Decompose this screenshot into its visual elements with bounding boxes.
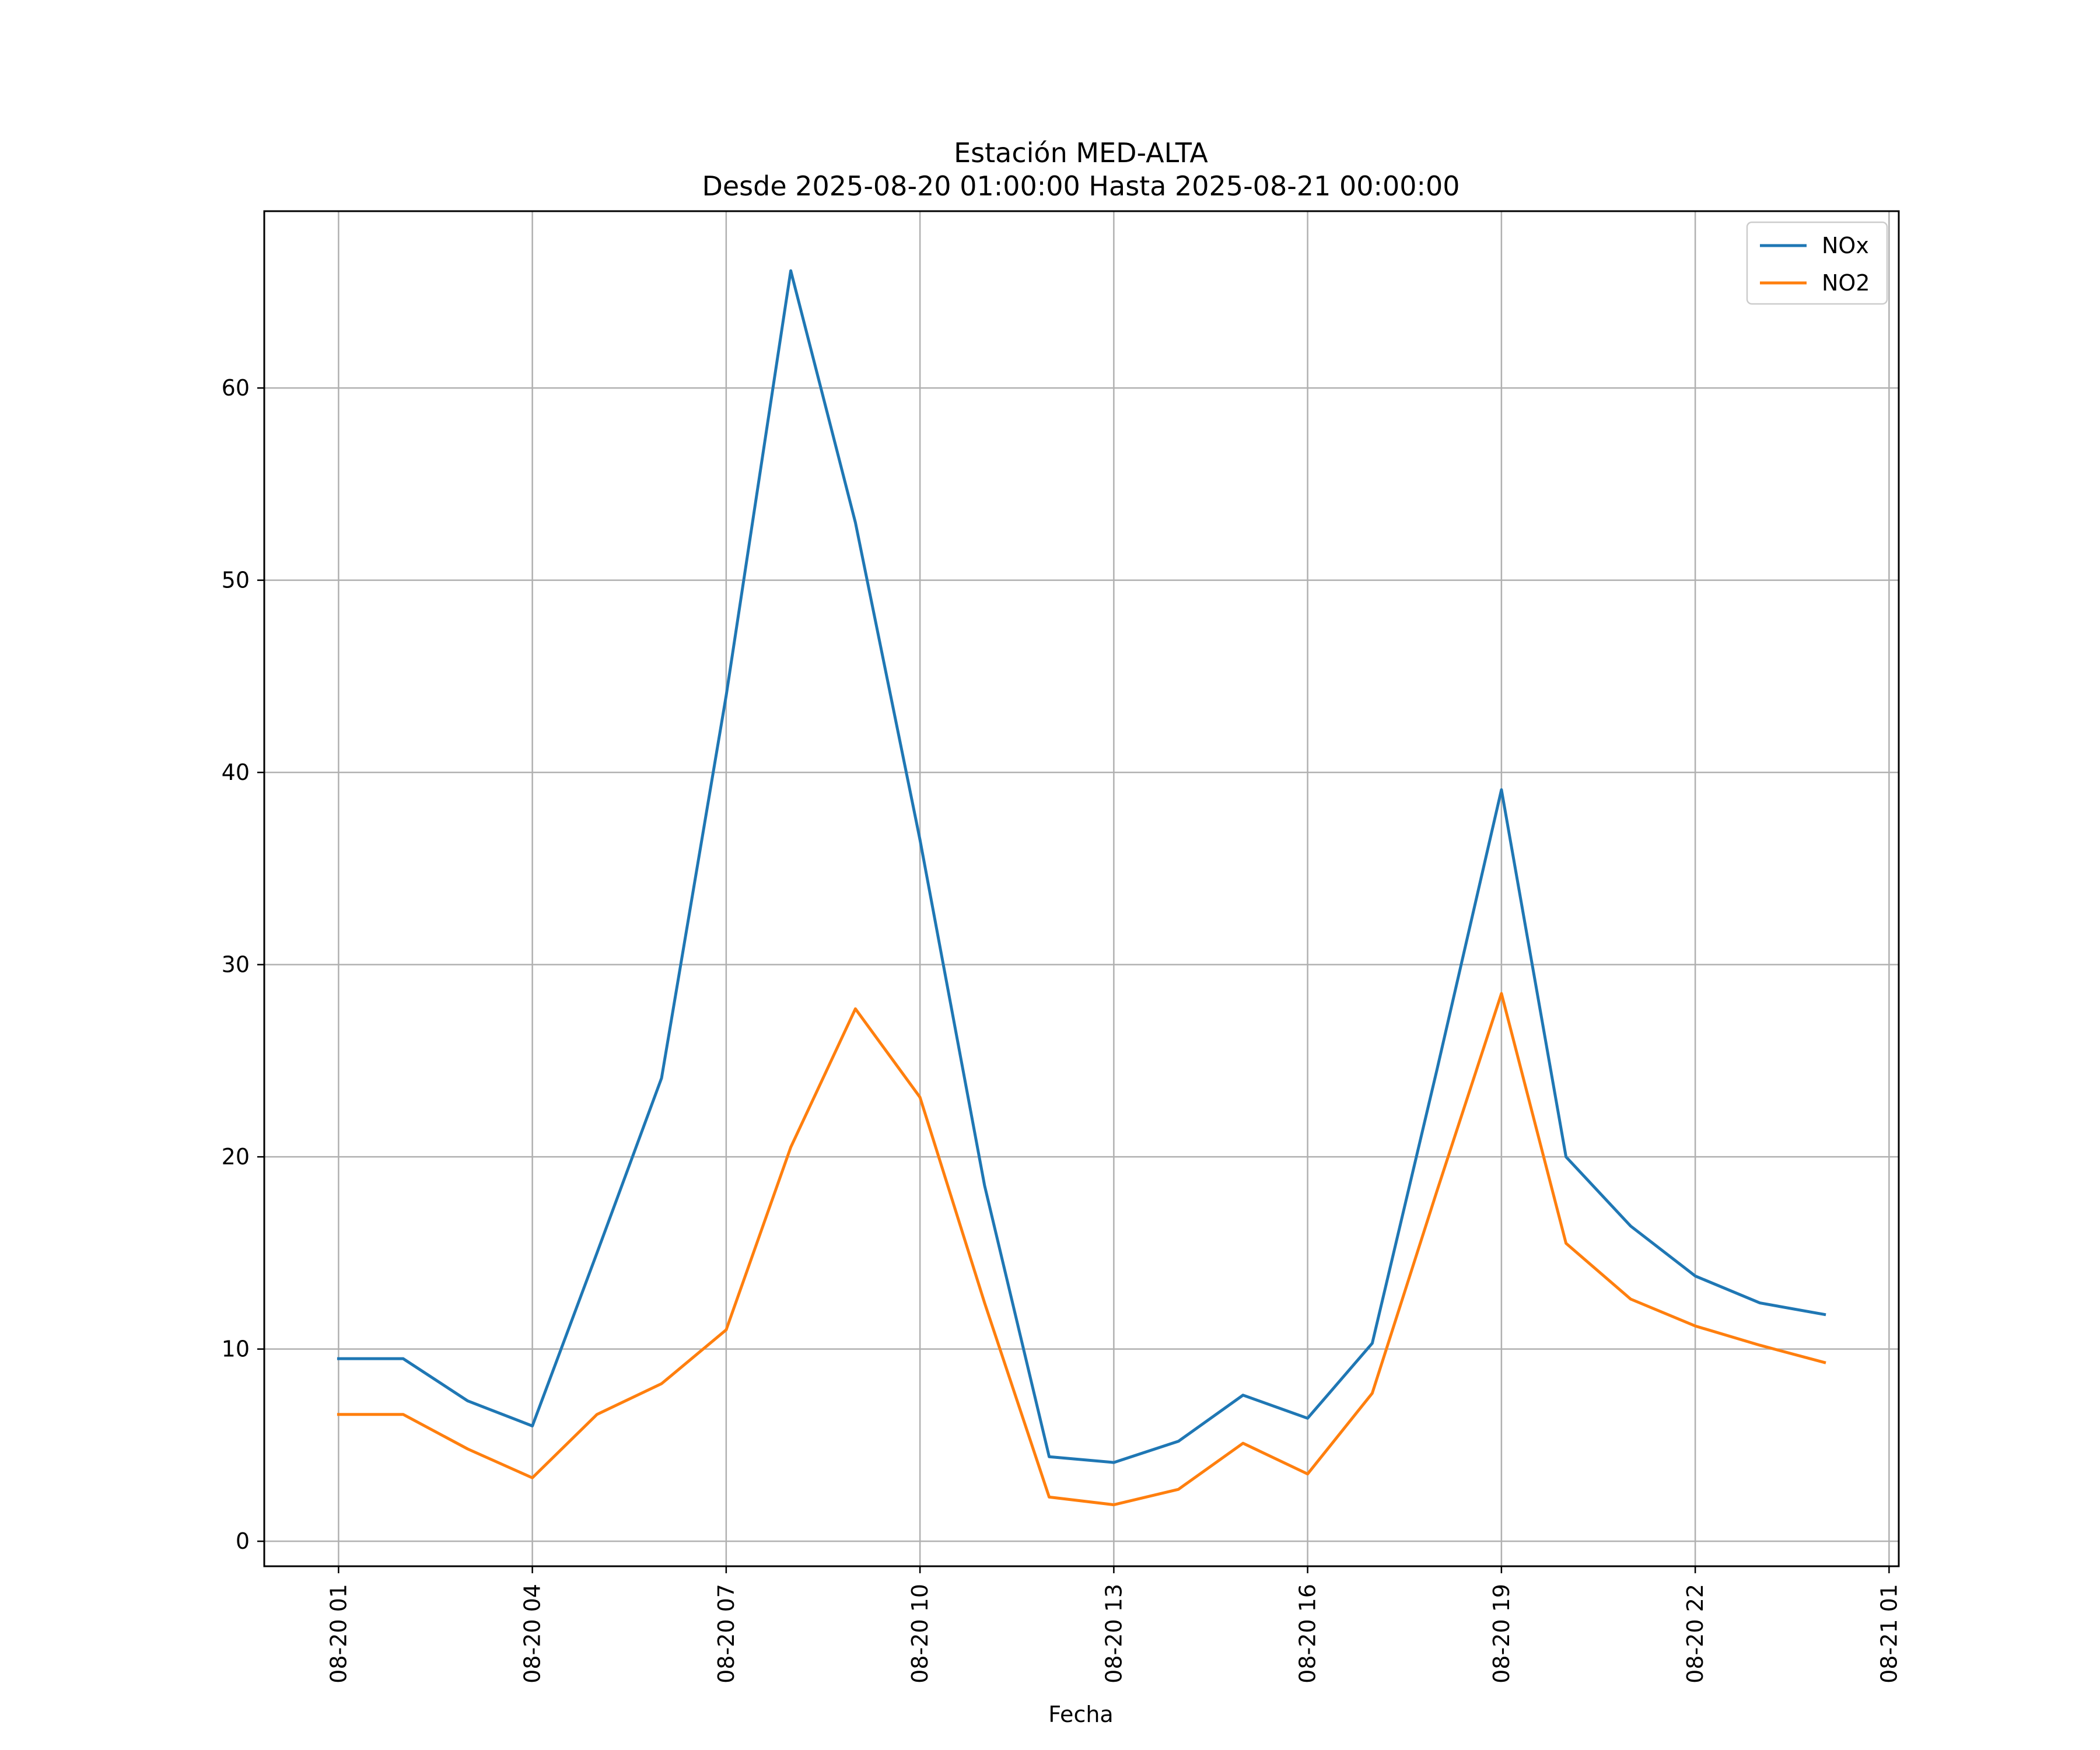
series-line-no2 xyxy=(337,992,1826,1507)
chart-title: Estación MED-ALTA xyxy=(954,137,1208,169)
y-tick-label: 10 xyxy=(222,1336,250,1362)
x-tick-label: 08-21 01 xyxy=(1876,1584,1902,1684)
x-tick-label: 08-20 04 xyxy=(520,1584,545,1684)
legend-label-nox: NOx xyxy=(1822,233,1869,258)
y-tick-label: 0 xyxy=(236,1528,250,1554)
legend: NOx NO2 xyxy=(1746,221,1888,305)
x-tick-label: 08-20 10 xyxy=(907,1584,933,1684)
series-lines xyxy=(337,269,1826,1507)
x-tick-label: 08-20 19 xyxy=(1489,1584,1514,1684)
x-tick-label: 08-20 16 xyxy=(1295,1584,1321,1684)
x-tick-label: 08-20 01 xyxy=(326,1584,351,1684)
chart-subtitle: Desde 2025-08-20 01:00:00 Hasta 2025-08-… xyxy=(702,170,1460,202)
y-tick-label: 30 xyxy=(222,952,250,978)
x-axis-label: Fecha xyxy=(1048,1702,1113,1727)
x-tick-label: 08-20 07 xyxy=(713,1584,739,1684)
grid xyxy=(264,211,1899,1566)
x-tick-label: 08-20 22 xyxy=(1682,1584,1708,1684)
x-tick-label: 08-20 13 xyxy=(1101,1584,1126,1684)
plot-frame xyxy=(263,210,1900,1567)
y-tick-label: 60 xyxy=(222,375,250,401)
x-axis: 08-20 01 08-20 04 08-20 07 08-20 10 08-20 13… xyxy=(326,1566,1902,1684)
series-line-nox xyxy=(337,269,1826,1464)
y-axis: 0 10 20 30 40 50 60 xyxy=(222,375,264,1554)
y-tick-label: 20 xyxy=(222,1144,250,1170)
y-tick-label: 50 xyxy=(222,568,250,593)
legend-label-no2: NO2 xyxy=(1822,270,1870,296)
y-tick-label: 40 xyxy=(222,760,250,785)
